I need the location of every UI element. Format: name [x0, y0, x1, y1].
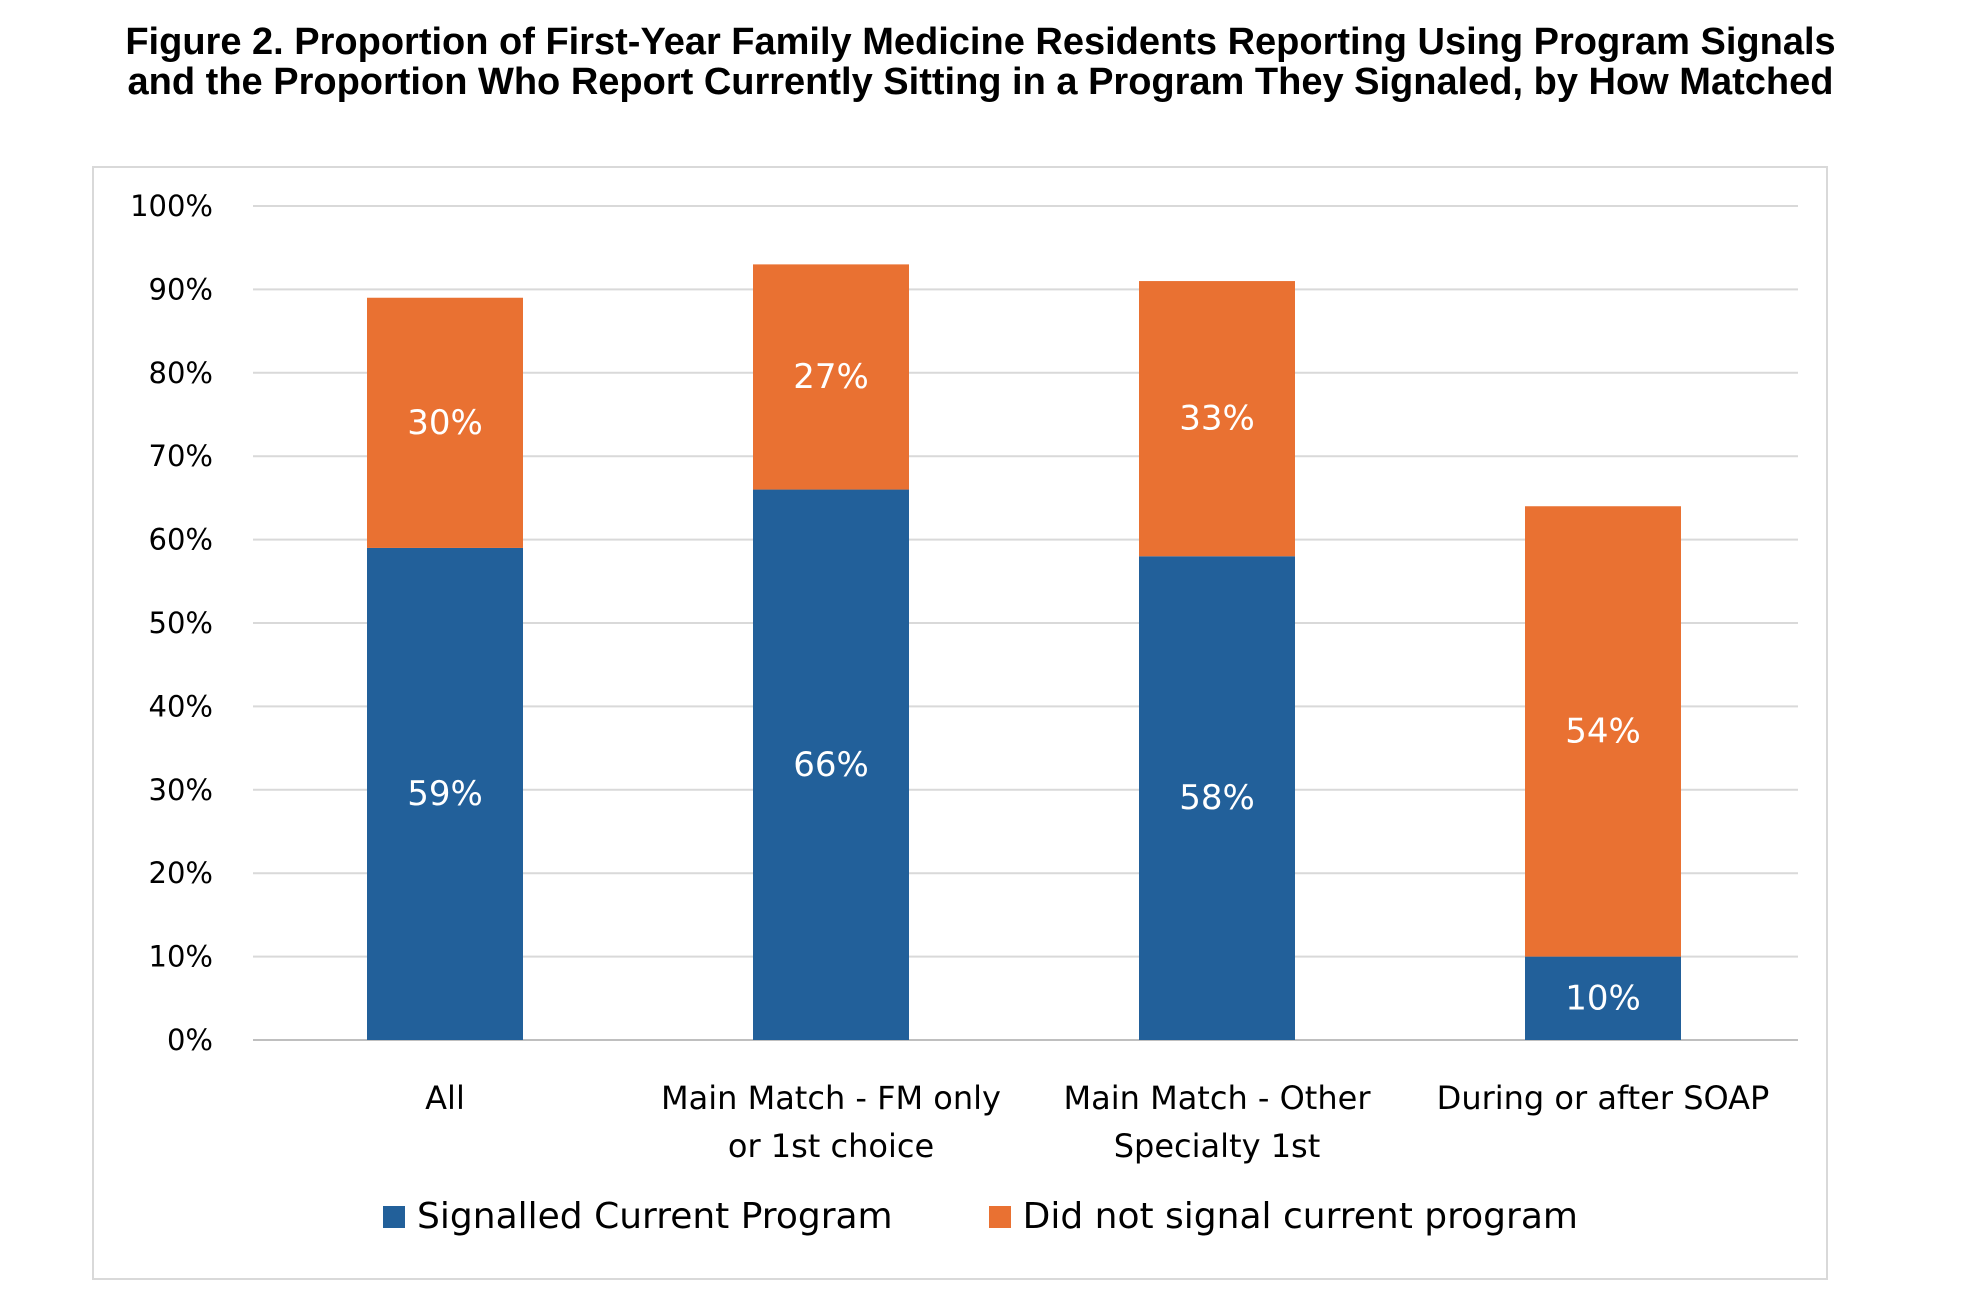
y-tick-label: 60% — [149, 523, 213, 557]
x-category-label: All — [425, 1079, 465, 1117]
bar-segment-not-signalled — [367, 297, 523, 548]
legend-item-signalled: Signalled Current Program — [383, 1196, 893, 1237]
legend-swatch-orange — [988, 1205, 1011, 1228]
y-tick-label: 20% — [149, 856, 213, 890]
y-tick-label: 40% — [149, 689, 213, 723]
y-axis-tick-labels: 0% 10% 20% 30% 40% 50% 60% 70% 80% 90% 100% — [130, 189, 213, 1057]
y-tick-label: 0% — [167, 1023, 213, 1057]
legend-label-signalled: Signalled Current Program — [417, 1196, 893, 1237]
y-tick-label: 80% — [149, 356, 213, 390]
data-label: 30% — [407, 403, 483, 443]
x-category-label: Specialty 1st — [1114, 1127, 1321, 1165]
data-label: 66% — [793, 745, 869, 785]
y-tick-label: 10% — [149, 940, 213, 974]
data-label: 27% — [793, 357, 869, 397]
bar-segment-not-signalled — [1139, 281, 1295, 557]
y-tick-label: 90% — [149, 272, 213, 306]
data-label: 58% — [1179, 778, 1255, 818]
bar-segment-signalled — [1525, 956, 1681, 1040]
bar-segment-signalled — [367, 547, 523, 1040]
data-label: 59% — [407, 774, 483, 814]
legend: Signalled Current Program Did not signal… — [0, 1196, 1961, 1237]
legend-swatch-blue — [383, 1205, 406, 1228]
bar-segment-not-signalled — [753, 264, 909, 490]
bar-segment-signalled — [753, 489, 909, 1040]
chart-title: Figure 2. Proportion of First-Year Famil… — [0, 22, 1961, 102]
data-labels: 59% 30% 66% 27% 58% 33% 10% 54% — [407, 357, 1641, 1018]
y-tick-label: 100% — [130, 189, 213, 223]
y-tick-label: 30% — [149, 773, 213, 807]
bars — [367, 264, 1681, 1040]
bar-segment-signalled — [1139, 556, 1295, 1040]
data-label: 33% — [1179, 399, 1255, 439]
x-category-label: Main Match - FM only — [661, 1079, 1001, 1117]
x-axis-category-labels: All Main Match - FM only or 1st choice Main… — [425, 1079, 1769, 1165]
x-category-label: During or after SOAP — [1437, 1079, 1770, 1117]
legend-item-not-signalled: Did not signal current program — [988, 1196, 1578, 1237]
x-category-label: or 1st choice — [728, 1127, 934, 1165]
legend-label-not-signalled: Did not signal current program — [1022, 1196, 1578, 1237]
x-category-label: Main Match - Other — [1064, 1079, 1372, 1117]
bar-segment-not-signalled — [1525, 506, 1681, 957]
chart-title-line-1: Figure 2. Proportion of First-Year Famil… — [125, 21, 1836, 63]
chart-title-line-2: and the Proportion Who Report Currently … — [127, 61, 1834, 103]
y-tick-label: 70% — [149, 439, 213, 473]
data-label: 54% — [1565, 711, 1641, 751]
data-label: 10% — [1565, 978, 1641, 1018]
y-tick-label: 50% — [149, 606, 213, 640]
